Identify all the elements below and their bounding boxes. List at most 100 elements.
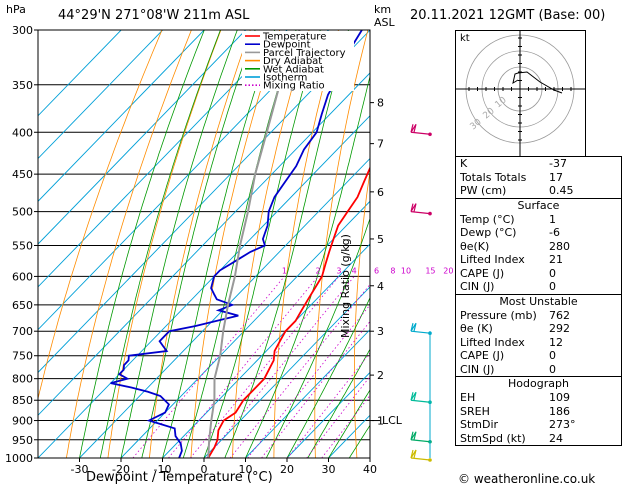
mixing-ratio-label: 6	[374, 266, 379, 275]
mixing-ratio-label: 4	[352, 266, 357, 275]
index-row: Pressure (mb) 762	[456, 309, 621, 323]
mixing-ratio-label: 3	[336, 266, 341, 275]
wet-adiabat-line	[286, 296, 370, 458]
copyright-footer: © weatheronline.co.uk	[458, 472, 596, 486]
km-label: km	[374, 3, 392, 16]
index-row: Totals Totals 17	[456, 171, 621, 185]
mixing-ratio-label: 20	[443, 266, 453, 275]
wind-barb-shaft	[410, 210, 431, 215]
dry-adiabat-line	[190, 30, 281, 458]
legend-bg	[242, 31, 354, 91]
mixing-ratio-line	[287, 352, 370, 458]
mixing-ratio-line	[247, 304, 370, 458]
legend-label: Mixing Ratio	[263, 81, 325, 92]
datetime-label: 20.11.2021 12GMT (Base: 00)	[410, 8, 606, 23]
index-value: 17	[549, 170, 563, 184]
wet-adiabat-line	[182, 30, 297, 458]
isotherm-line	[120, 200, 370, 458]
y-tick-label: 850	[12, 394, 33, 407]
isotherm-line	[38, 72, 370, 416]
wet-adiabat-line	[265, 217, 370, 458]
mixing-ratio-label: 15	[425, 266, 435, 275]
wind-barb-flag	[410, 322, 417, 332]
index-key: Temp (°C)	[460, 212, 515, 226]
index-row: θe (K) 292	[456, 322, 621, 336]
mixing-ratio-line	[229, 283, 370, 458]
mixing-ratio-label: 8	[390, 266, 395, 275]
chart-series	[110, 30, 370, 458]
indices-top: K -37 Totals Totals 17 PW (cm) 0.45	[456, 157, 621, 198]
index-key: SREH	[460, 404, 490, 418]
index-value: 0	[549, 349, 556, 362]
legend-label: Parcel Trajectory	[263, 48, 346, 59]
index-row: θe(K) 280	[456, 240, 621, 254]
dry-adiabat-line	[107, 30, 222, 458]
index-row: PW (cm) 0.45	[456, 184, 621, 198]
index-row: Lifted Index 21	[456, 253, 621, 267]
y-tick-label: 350	[12, 79, 33, 92]
index-key: Pressure (mb)	[460, 308, 537, 322]
y-tick-label: 600	[12, 270, 33, 283]
wind-barb-dot	[428, 211, 432, 216]
wet-adiabat-line	[141, 30, 256, 458]
mixing-ratio-line	[261, 320, 370, 458]
hodograph-kt-label: kt	[460, 33, 470, 44]
wet-adiabat-line	[120, 30, 238, 458]
index-row: Lifted Index 12	[456, 336, 621, 350]
lcl-label: LCL	[382, 414, 402, 427]
km-tick-label: 3	[377, 325, 384, 338]
index-value: 109	[549, 391, 570, 404]
index-value: 186	[549, 404, 570, 418]
hpa-label: hPa	[6, 3, 26, 16]
asl-label: ASL	[374, 16, 395, 29]
index-key: CIN (J)	[460, 362, 495, 376]
dry-adiabat-line	[353, 168, 370, 458]
legend-label: Isotherm	[263, 73, 307, 84]
index-row: CIN (J) 0	[456, 280, 621, 294]
index-key: Dewp (°C)	[460, 226, 517, 239]
parcel-trajectory-line	[207, 30, 301, 458]
index-key: StmDir	[460, 418, 499, 431]
legend-label: Dry Adiabat	[263, 56, 322, 67]
hodograph: kt 10 20 30	[455, 30, 586, 161]
x-tick-label: 40	[363, 463, 377, 476]
index-value: 280	[549, 239, 570, 253]
wind-barb-flag	[410, 431, 417, 441]
wind-barb-shaft	[410, 399, 431, 403]
index-row: EH 109	[456, 391, 621, 405]
isotherm-line	[245, 329, 370, 458]
chart-axes: 3003504004505005506006507007508008509009…	[5, 24, 468, 476]
index-value: 24	[549, 431, 563, 445]
y-tick-label: 900	[12, 415, 33, 428]
mixing-ratio-line	[168, 276, 319, 458]
indices-panel: K -37 Totals Totals 17 PW (cm) 0.45 Surface T…	[455, 156, 622, 446]
index-key: PW (cm)	[460, 184, 507, 197]
isotherm-line	[38, 30, 370, 374]
x-tick-label: -30	[71, 463, 89, 476]
x-tick-label: -10	[154, 463, 172, 476]
index-value: 0	[549, 266, 556, 280]
index-value: 762	[549, 308, 570, 322]
index-key: Lifted Index	[460, 253, 525, 266]
dry-adiabat-line	[149, 30, 251, 458]
dry-adiabat-line	[314, 30, 369, 458]
isotherm-line	[38, 30, 205, 202]
index-value: 0	[549, 280, 556, 293]
km-tick-label: 7	[377, 138, 384, 151]
dry-adiabat-line	[430, 30, 456, 458]
dry-adiabat-line	[66, 30, 192, 458]
index-key: CAPE (J)	[460, 349, 505, 362]
index-row: StmSpd (kt) 24	[456, 432, 621, 446]
mixing-ratio-label: 10	[401, 266, 411, 275]
wet-adiabat-line	[307, 348, 370, 458]
wet-adiabat-line	[99, 30, 221, 458]
wet-adiabat-line	[79, 30, 205, 458]
indices-surface: Temp (°C) 1 Dewp (°C) -6 θe(K) 280 Lifted Inde…	[456, 213, 621, 294]
isotherm-line	[38, 30, 246, 245]
x-axis-title: Dewpoint / Temperature (°C)	[86, 470, 273, 485]
mixing-ratio-label: 1	[282, 266, 287, 275]
y-tick-label: 1000	[5, 452, 33, 465]
location-title: 44°29'N 271°08'W 211m ASL	[58, 8, 250, 23]
isotherm-line	[38, 30, 163, 160]
y-tick-label: 750	[12, 350, 33, 363]
